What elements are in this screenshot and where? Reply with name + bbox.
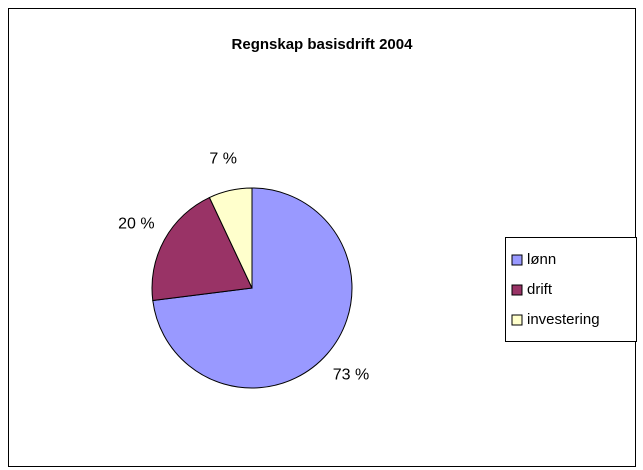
data-label: 73 %	[333, 367, 369, 384]
legend-box	[505, 237, 637, 342]
data-label: 20 %	[118, 216, 154, 233]
legend-swatch	[511, 254, 523, 266]
pie-slice	[208, 187, 253, 289]
legend-label: lønn	[527, 251, 556, 268]
legend-label: drift	[527, 281, 553, 298]
pie-slice	[151, 196, 253, 302]
legend-label: investering	[527, 311, 600, 328]
data-label: 7 %	[209, 150, 237, 167]
chart-title: Regnskap basisdrift 2004	[232, 36, 414, 53]
legend-swatch	[511, 314, 523, 326]
legend-swatch	[511, 284, 523, 296]
